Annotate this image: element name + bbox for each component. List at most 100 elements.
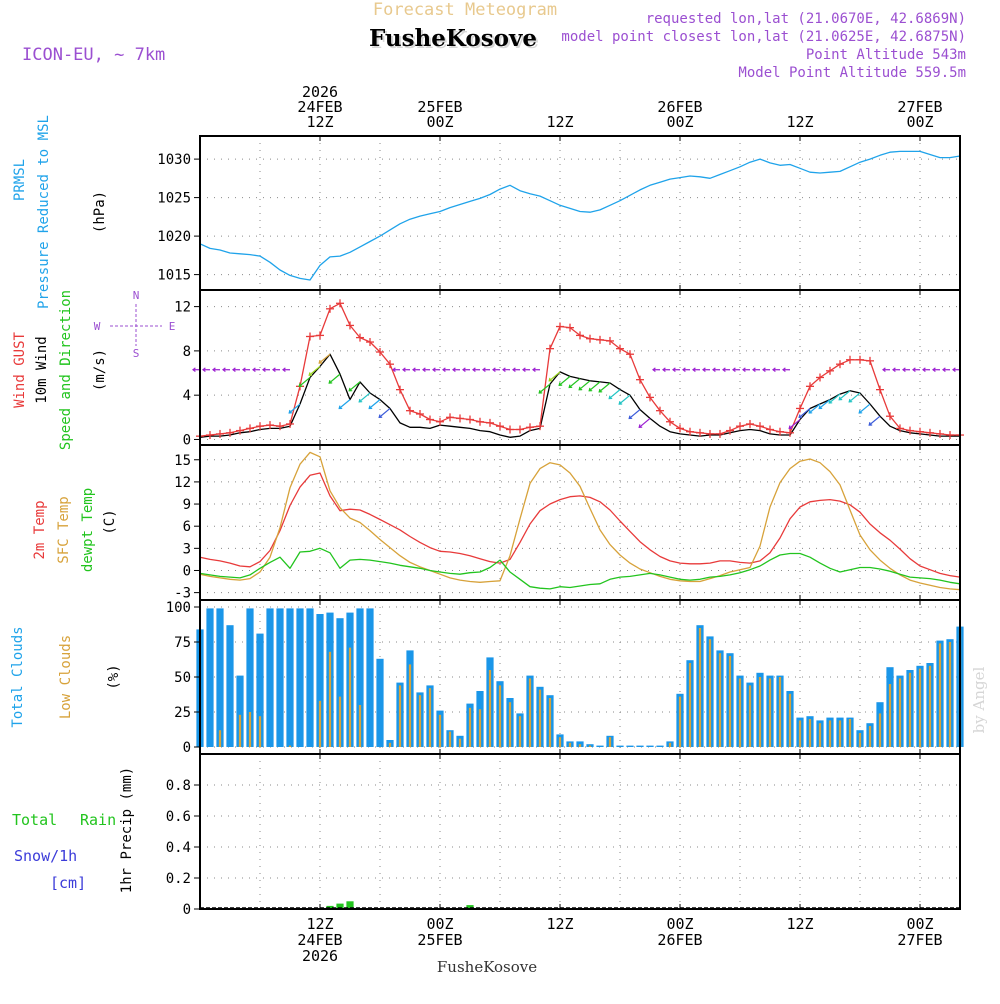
y-tick-label: 0.8	[166, 778, 191, 794]
low-cloud-bar	[409, 664, 411, 747]
panel-frame-precip	[200, 754, 960, 909]
low-cloud-bar	[719, 653, 721, 747]
wind-direction-arrow	[379, 408, 390, 417]
low-cloud-bar	[449, 732, 451, 747]
precip-unit: 1hr Precip (mm)	[119, 767, 135, 893]
wind-direction-arrow	[559, 376, 570, 385]
top-time-label: 00Z	[906, 113, 933, 131]
low-cloud-bar	[419, 695, 421, 747]
low-cloud-bar	[859, 733, 861, 747]
wind-direction-arrow	[359, 393, 370, 402]
total-cloud-bar	[296, 608, 303, 747]
low-cloud-bar	[539, 690, 541, 747]
snow-label: Snow/1h	[14, 847, 77, 865]
wind-gust-line	[200, 303, 960, 436]
y-tick-label: 15	[174, 453, 191, 469]
compass-w: W	[94, 320, 101, 333]
grid-layer	[200, 136, 960, 909]
t2m-label: 2m Temp	[32, 500, 48, 559]
low-cloud-bar	[529, 678, 531, 747]
panel-frame-wind	[200, 290, 960, 445]
y-tick-label: 9	[183, 497, 191, 513]
low-cloud-bar	[689, 663, 691, 747]
low-cloud-bar	[929, 666, 931, 747]
top-time-label: 00Z	[666, 113, 693, 131]
low-cloud-bar	[759, 677, 761, 747]
bottom-time-label: 12Z	[546, 915, 573, 933]
total-cloud-bar	[216, 608, 223, 747]
wind-direction-arrow	[799, 408, 810, 417]
low-cloud-bar	[399, 685, 401, 747]
pressure-label-2: Pressure Reduced to MSL	[36, 115, 52, 309]
top-time-label: 12Z	[546, 113, 573, 131]
low-cloud-bar	[739, 678, 741, 747]
low-cloud-bar	[909, 673, 911, 747]
y-tick-label: 0	[183, 563, 191, 579]
low-cloud-bar	[489, 670, 491, 747]
product-title: Forecast Meteogram	[373, 0, 557, 20]
bottom-time-label: 27FEB	[897, 931, 942, 949]
y-tick-label: 25	[174, 705, 191, 721]
bottom-time-label: 2026	[302, 947, 338, 965]
panel-frame-clouds	[200, 600, 960, 754]
low-cloud-bar	[219, 730, 221, 747]
y-tick-label: 50	[174, 670, 191, 686]
low-cloud-bar	[939, 643, 941, 747]
panel-frames	[200, 136, 960, 909]
low-cloud-bar	[349, 648, 351, 747]
panel-frame-temp	[200, 445, 960, 600]
low-cloud-bar	[839, 720, 841, 747]
total-cloud-bar	[376, 659, 383, 747]
wind-direction-arrow	[589, 382, 600, 391]
wind-direction-arrow	[309, 366, 320, 375]
wind-gust-label: Wind GUST	[12, 332, 28, 408]
model-label: ICON-EU, ~ 7km	[22, 45, 165, 65]
low-cloud-bar	[789, 694, 791, 747]
y-tick-label: 8	[183, 344, 191, 360]
low-cloud-bar	[669, 743, 671, 747]
low-cloud-bar	[359, 705, 361, 747]
total-cloud-bar	[366, 608, 373, 747]
total-cloud-bar	[286, 608, 293, 747]
low-cloud-bar	[579, 744, 581, 747]
total-cloud-bar	[266, 608, 273, 747]
total-cloud-bar	[306, 608, 313, 747]
low-cloud-bar	[439, 715, 441, 747]
data-layer	[193, 151, 964, 909]
bottom-time-label: 25FEB	[417, 931, 462, 949]
low-cloud-bar	[499, 685, 501, 747]
y-tick-label: 0	[183, 432, 191, 448]
low-cloud-bar	[679, 697, 681, 747]
low-cloud-bar	[949, 642, 951, 747]
low-cloud-bar	[549, 698, 551, 747]
low-cloud-bar	[709, 639, 711, 747]
wind-direction-arrow	[579, 381, 590, 390]
low-cloud-bar	[509, 702, 511, 747]
low-cloud-bar	[249, 712, 251, 747]
compass-n: N	[133, 289, 140, 302]
top-time-label: 12Z	[786, 113, 813, 131]
low-cloud-bar	[879, 713, 881, 747]
wind-direction-arrow	[599, 383, 610, 392]
low-cloud-bar	[239, 715, 241, 747]
sfc-temp-label: SFC Temp	[56, 496, 72, 563]
location-title: FusheKosove	[369, 25, 537, 52]
top-time-label: 12Z	[306, 113, 333, 131]
closest-point: model point closest lon,lat (21.0625E, 4…	[561, 29, 966, 45]
y-tick-label: 1030	[157, 152, 191, 168]
axis-layer: 101510201025103004812-303691215025507510…	[157, 83, 942, 965]
low-cloud-bar	[899, 678, 901, 747]
low-cloud-bar	[259, 716, 261, 747]
y-tick-label: 0	[183, 740, 191, 756]
low-cloud-bar	[889, 684, 891, 747]
y-tick-label: 75	[174, 635, 191, 651]
pressure-label-1: PRMSL	[12, 159, 28, 201]
pressure-line	[200, 151, 960, 280]
low-cloud-bar	[469, 708, 471, 747]
wind-direction-arrow	[339, 400, 350, 409]
temp-unit: (C)	[102, 509, 118, 534]
low-cloud-bar	[569, 743, 571, 747]
low-cloud-bar	[459, 739, 461, 747]
total-cloud-bar	[226, 625, 233, 747]
low-cloud-bar	[389, 743, 391, 747]
